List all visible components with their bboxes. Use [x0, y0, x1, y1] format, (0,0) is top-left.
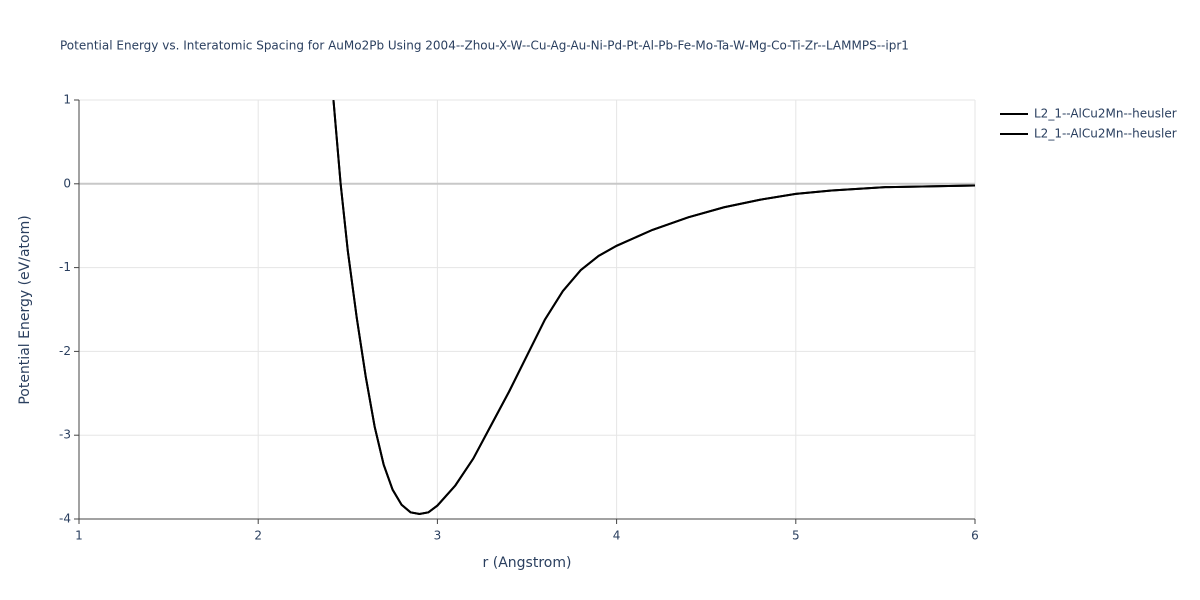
series-line [332, 100, 975, 515]
x-tick-label: 5 [792, 529, 800, 543]
y-tick-label: 1 [63, 93, 71, 107]
legend-label: L2_1--AlCu2Mn--heusler [1034, 107, 1177, 121]
legend-label: L2_1--AlCu2Mn--heusler [1034, 127, 1177, 141]
x-tick-label: 1 [75, 529, 83, 543]
chart-title: Potential Energy vs. Interatomic Spacing… [60, 39, 909, 53]
y-tick-label: -2 [59, 344, 71, 358]
x-tick-label: 2 [254, 529, 262, 543]
x-tick-label: 3 [434, 529, 442, 543]
x-axis-label: r (Angstrom) [483, 555, 572, 571]
y-axis-label: Potential Energy (eV/atom) [17, 215, 33, 404]
y-tick-label: -4 [59, 512, 71, 526]
y-tick-label: -1 [59, 260, 71, 274]
series-line [332, 100, 975, 515]
x-tick-label: 6 [971, 529, 979, 543]
y-tick-label: 0 [63, 176, 71, 190]
x-tick-label: 4 [613, 529, 621, 543]
y-tick-label: -3 [59, 428, 71, 442]
